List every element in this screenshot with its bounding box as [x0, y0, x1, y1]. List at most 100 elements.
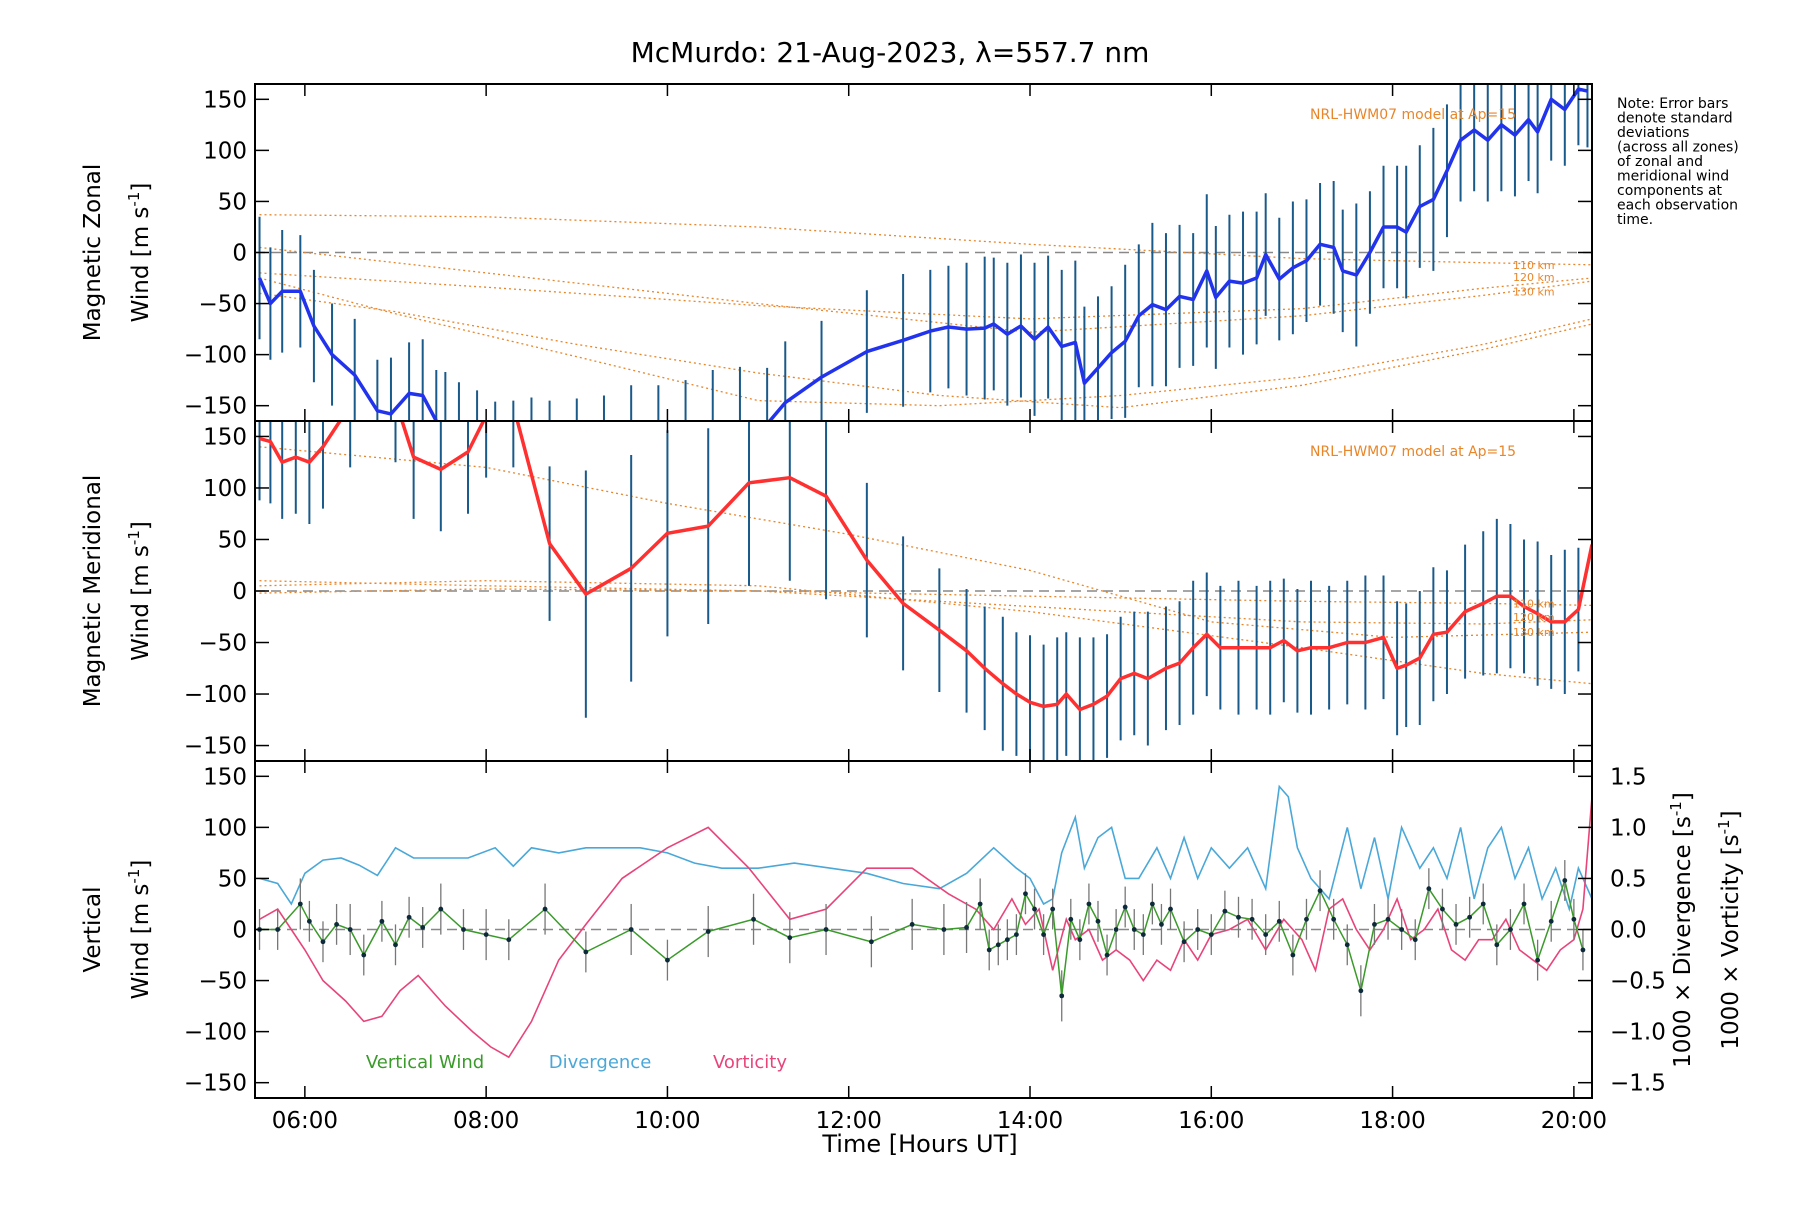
vertical-wind-point	[986, 947, 992, 953]
vertical-wind-point	[1149, 901, 1155, 907]
y-tick-label: 50	[218, 527, 247, 553]
y-tick-label: −50	[198, 969, 247, 995]
y-axis-label-tail: ]	[128, 860, 154, 869]
y-axis-label-tail: ]	[128, 183, 154, 192]
note-line-1: denote standard	[1617, 111, 1733, 127]
vertical-wind-point	[705, 929, 711, 934]
vertical-wind-point	[1249, 916, 1255, 922]
vertical-wind-point	[1068, 916, 1074, 922]
vertical-wind-point	[1222, 908, 1228, 914]
vertical-wind-point	[995, 942, 1001, 948]
vertical-wind-point	[320, 939, 326, 945]
y-tick-label: −100	[184, 682, 247, 708]
vertical-wind-point	[438, 906, 444, 912]
km-label-2: 130 km	[1513, 285, 1555, 298]
km-label-2: 130 km	[1513, 626, 1555, 639]
vertical-wind-point	[1358, 988, 1364, 994]
vertical-wind-point	[1086, 901, 1092, 907]
vertical-wind-point	[406, 914, 412, 920]
vertical-wind-point	[665, 957, 670, 963]
plot-area-vertical	[255, 784, 1592, 1059]
model-curve-1	[259, 446, 1592, 639]
y-tick-label: 50	[218, 866, 247, 892]
vertical-wind-point	[1317, 888, 1323, 894]
km-label-0: 110 km	[1513, 597, 1555, 610]
note-line-3: (across all zones)	[1617, 140, 1739, 156]
y-tick-label: 150	[203, 87, 247, 113]
vertical-wind-point	[1195, 927, 1201, 932]
vertical-wind-point	[1023, 891, 1028, 897]
vertical-wind-point	[1276, 918, 1282, 924]
vertical-wind-point	[347, 927, 353, 932]
vertical-wind-point	[1535, 957, 1541, 963]
y-tick-label: 150	[203, 424, 247, 450]
vertical-wind-point	[977, 901, 983, 907]
right-tick-label: −1.0	[1610, 1020, 1666, 1046]
vertical-wind-point	[1290, 952, 1296, 958]
x-tick-label: 06:00	[272, 1108, 338, 1134]
vertical-wind-point	[1571, 916, 1577, 922]
vertical-wind-point	[1467, 914, 1473, 920]
vertical-wind-point	[334, 921, 339, 927]
vertical-wind-point	[506, 937, 512, 943]
model-curve-0	[259, 580, 1592, 607]
model-curve-1	[259, 272, 1592, 320]
y-tick-label: −150	[184, 734, 247, 760]
vertical-wind-point	[909, 921, 915, 927]
axis-label-sup: -1	[1715, 819, 1733, 834]
x-tick-label: 16:00	[1178, 1108, 1244, 1134]
divergence-axis-label: 1000 × Divergence [s-1]	[1667, 792, 1696, 1068]
vertical-wind-point	[941, 927, 947, 932]
vertical-wind-point	[1131, 927, 1137, 932]
vertical-wind-point	[1480, 901, 1486, 907]
note-line-2: deviations	[1617, 125, 1689, 141]
x-tick-label: 08:00	[453, 1108, 519, 1134]
vertical-wind-point	[1168, 906, 1173, 912]
vertical-wind-point	[823, 927, 829, 932]
vertical-wind-point	[297, 901, 303, 907]
right-tick-label: 0.5	[1610, 866, 1647, 892]
y-tick-label: −50	[198, 292, 247, 318]
y-axis-label-line2: Wind [m s-1]	[125, 183, 154, 323]
vertical-wind-point	[1331, 916, 1337, 922]
vertical-wind-point	[1508, 927, 1513, 932]
vertical-wind-point	[628, 927, 634, 932]
meridional-wind-line	[259, 421, 1592, 712]
vertical-wind-point	[1385, 916, 1391, 922]
model-curve-4	[259, 277, 1592, 407]
note-line-5: meridional wind	[1617, 169, 1729, 185]
x-tick-label: 20:00	[1541, 1108, 1607, 1134]
vertical-wind-point	[583, 949, 589, 955]
vertical-wind-point	[1104, 952, 1110, 958]
vertical-wind-line	[259, 877, 1584, 996]
y-tick-label: 0	[232, 579, 247, 605]
vertical-wind-point	[1426, 886, 1432, 892]
y-tick-label: 100	[203, 476, 247, 502]
x-tick-label: 18:00	[1359, 1108, 1425, 1134]
vertical-wind-point	[1412, 937, 1418, 943]
right-tick-label: 1.0	[1610, 815, 1647, 841]
vertical-wind-point	[461, 927, 466, 932]
vertical-wind-point	[1113, 927, 1119, 932]
y-axis-label-sup: -1	[125, 530, 143, 545]
vertical-wind-point	[1095, 918, 1101, 924]
model-curve-2	[259, 588, 1592, 625]
vertical-wind-point	[1159, 921, 1164, 927]
vertical-wind-point	[1122, 904, 1128, 910]
right-tick-label: −1.5	[1610, 1071, 1666, 1097]
vertical-wind-point	[1032, 906, 1037, 912]
x-axis-label: Time [Hours UT]	[821, 1130, 1017, 1158]
y-tick-label: 0	[232, 241, 247, 267]
vertical-wind-point	[1208, 932, 1214, 938]
vertical-wind-point	[1562, 878, 1568, 883]
note-line-0: Note: Error bars	[1617, 96, 1728, 112]
vertical-wind-point	[393, 942, 398, 948]
vertical-wind-point	[1050, 906, 1056, 912]
vertical-wind-point	[1004, 937, 1010, 943]
y-axis-label-tail: ]	[128, 521, 154, 530]
y-tick-label: 100	[203, 138, 247, 164]
y-tick-label: −150	[184, 1071, 247, 1097]
